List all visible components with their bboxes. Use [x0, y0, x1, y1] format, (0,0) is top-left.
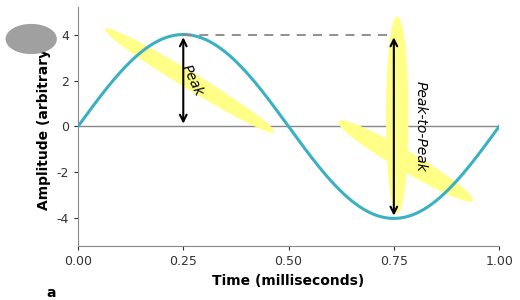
Ellipse shape	[339, 121, 472, 201]
X-axis label: Time (milliseconds): Time (milliseconds)	[213, 274, 365, 288]
Text: Peak: Peak	[179, 62, 206, 99]
Y-axis label: Amplitude (arbitrary): Amplitude (arbitrary)	[37, 43, 51, 210]
Ellipse shape	[106, 29, 274, 132]
Text: Peak-to-Peak: Peak-to-Peak	[413, 81, 427, 172]
Ellipse shape	[387, 17, 408, 213]
Text: a: a	[47, 286, 56, 300]
